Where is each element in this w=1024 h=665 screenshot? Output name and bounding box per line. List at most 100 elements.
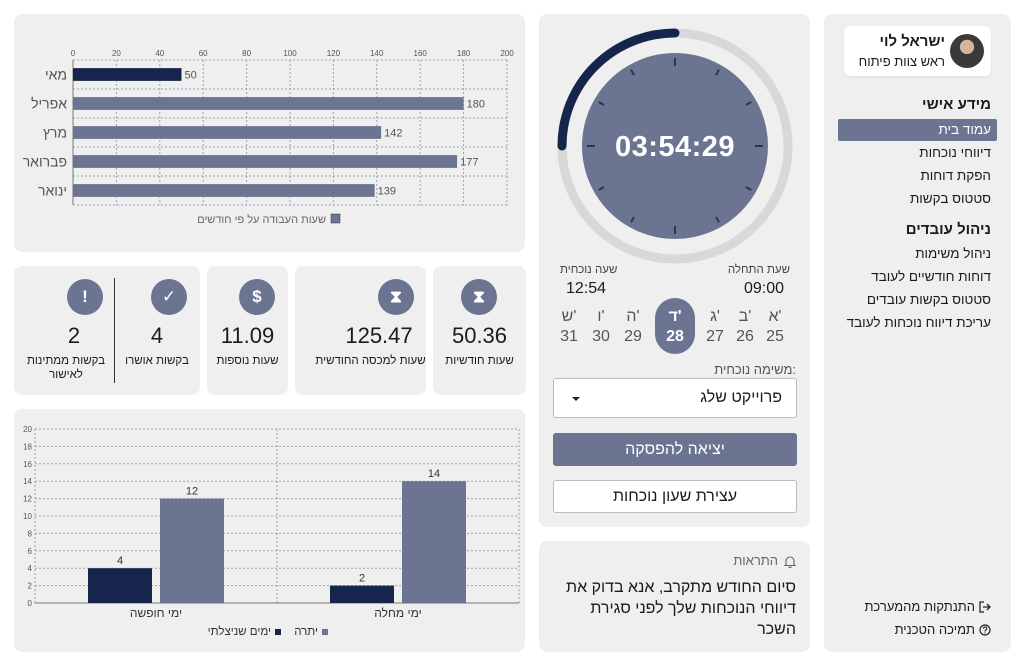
bar-value-label: 4 <box>117 555 123 567</box>
day-monday[interactable]: ב' 26 <box>725 308 765 346</box>
support-link[interactable]: תמיכה הטכנית <box>895 622 991 637</box>
sidebar-item-edit-attendance[interactable]: עריכת דיווח נוכחות לעובד <box>846 315 991 330</box>
x-tick-label: 200 <box>500 49 514 58</box>
elapsed-time: 03:54:29 <box>614 131 736 163</box>
y-tick-label: 18 <box>23 442 32 451</box>
day-label: ב' <box>738 308 752 325</box>
day-wednesday-selected[interactable]: ד' 28 <box>655 298 695 354</box>
day-number: 28 <box>666 328 684 345</box>
bar-value-label: 2 <box>359 573 365 585</box>
bar <box>73 68 182 81</box>
clock-tick <box>630 216 635 223</box>
y-tick-label: 4 <box>28 564 33 573</box>
day-friday[interactable]: ו' 30 <box>581 308 621 346</box>
x-tick-label: 140 <box>370 49 384 58</box>
sidebar: ישראל לוי ראש צוות פיתוח מידע אישי עמוד … <box>824 14 1011 652</box>
category-label: אפריל <box>31 96 67 112</box>
start-time: 09:00 <box>743 280 784 297</box>
logout-link[interactable]: התנתקות מהמערכת <box>864 599 991 614</box>
stat-value: 4 <box>150 323 164 348</box>
day-number: 25 <box>766 328 784 345</box>
bar <box>73 126 382 139</box>
day-thursday[interactable]: ה' 29 <box>613 308 653 346</box>
personal-section-title: מידע אישי <box>922 96 991 113</box>
day-label: ש' <box>561 308 577 325</box>
hourglass-icon: ⧗ <box>461 279 497 315</box>
bell-icon <box>784 556 796 568</box>
stat-value: 50.36 <box>451 323 508 348</box>
day-label: ד' <box>668 308 682 325</box>
current-task-label: משימה נוכחית: <box>714 362 796 377</box>
logout-icon <box>979 600 991 613</box>
bar-value-label: 14 <box>428 468 440 480</box>
x-tick-label: 80 <box>242 49 251 58</box>
y-tick-label: 10 <box>23 512 32 521</box>
day-number: 26 <box>736 328 754 345</box>
help-icon <box>979 623 991 636</box>
sidebar-item-home[interactable]: עמוד בית <box>838 119 997 141</box>
stat-overtime: $ 11.09 שעות נוספות <box>207 266 288 395</box>
y-tick-label: 0 <box>28 599 33 608</box>
check-circle-icon: ✓ <box>151 279 187 315</box>
management-section-title: ניהול עובדים <box>905 221 991 238</box>
stat-requests: ✓ 4 בקשות אושרו ! 2 בקשות ממתינות לאישור <box>14 266 200 395</box>
y-tick-label: 16 <box>23 460 32 469</box>
alerts-title: התראות <box>733 553 778 568</box>
user-name: ישראל לוי <box>879 33 945 50</box>
day-sunday[interactable]: א' 25 <box>755 308 795 346</box>
x-tick-label: 160 <box>414 49 428 58</box>
x-tick-label: 180 <box>457 49 471 58</box>
clock-tick <box>745 101 752 106</box>
stat-monthly-hours: ⧗ 50.36 שעות חודשיות <box>433 266 526 395</box>
clock-tick <box>715 216 720 223</box>
day-tuesday[interactable]: ג' 27 <box>695 308 735 346</box>
clock-dial <box>557 28 793 264</box>
sidebar-item-employee-requests[interactable]: סטטוס בקשות עובדים <box>866 292 991 307</box>
day-saturday[interactable]: ש' 31 <box>549 308 589 346</box>
task-select-value: פרוייקט שלג <box>700 389 782 406</box>
day-label: ו' <box>597 308 605 325</box>
day-number: 30 <box>592 328 610 345</box>
task-select[interactable]: פרוייקט שלג <box>553 378 797 418</box>
dollar-icon: $ <box>239 279 275 315</box>
clock-alert-icon: ! <box>67 279 103 315</box>
bar <box>160 498 224 603</box>
stop-clock-button[interactable]: עצירת שעון נוכחות <box>553 480 797 513</box>
day-number: 27 <box>706 328 724 345</box>
day-label: ה' <box>626 308 640 325</box>
sidebar-item-reports[interactable]: הפקת דוחות <box>920 168 991 183</box>
sidebar-item-request-status[interactable]: סטטוס בקשות <box>909 191 991 206</box>
stat-label: שעות למכסה החודשית <box>315 355 426 367</box>
x-tick-label: 0 <box>71 49 76 58</box>
stat-quota-hours: ⧗ 125.47 שעות למכסה החודשית <box>295 266 426 395</box>
current-time-label: שעה נוכחית <box>560 264 618 276</box>
day-number: 31 <box>560 328 578 345</box>
clock-tick <box>598 186 605 191</box>
current-time: 12:54 <box>566 280 607 297</box>
clock-tick <box>598 101 605 106</box>
stat-label: שעות חודשיות <box>445 355 514 367</box>
category-label: פברואר <box>23 154 67 170</box>
stat-value: 2 <box>67 323 81 348</box>
sidebar-item-attendance[interactable]: דיווחי נוכחות <box>919 145 991 160</box>
bar <box>330 585 394 603</box>
monthly-hours-chart-svg: 0 20 40 60 80 100 120 140 160 180 200 50 מאי 180 אפריל… <box>23 49 515 226</box>
y-tick-label: 14 <box>23 477 32 486</box>
category-label: ימי חופשה <box>130 606 182 620</box>
avatar <box>950 34 984 68</box>
user-profile-card[interactable]: ישראל לוי ראש צוות פיתוח <box>844 26 991 76</box>
hourglass-icon: ⧗ <box>378 279 414 315</box>
break-button[interactable]: יציאה להפסקה <box>553 433 797 466</box>
bar <box>73 184 375 197</box>
legend-swatch <box>322 629 328 635</box>
sidebar-item-monthly-reports[interactable]: דוחות חודשיים לעובד <box>871 269 991 284</box>
start-time-label: שעת התחלה <box>727 264 790 276</box>
category-label: ימי מחלה <box>374 606 421 620</box>
stat-label: בקשות ממתינות לאישור <box>26 355 106 381</box>
day-number: 29 <box>624 328 642 345</box>
bar-value-label: 142 <box>384 128 402 140</box>
bar <box>88 568 152 603</box>
sidebar-item-tasks[interactable]: ניהול משימות <box>915 246 991 261</box>
bar <box>402 481 466 603</box>
clock-progress-arc <box>557 28 680 151</box>
